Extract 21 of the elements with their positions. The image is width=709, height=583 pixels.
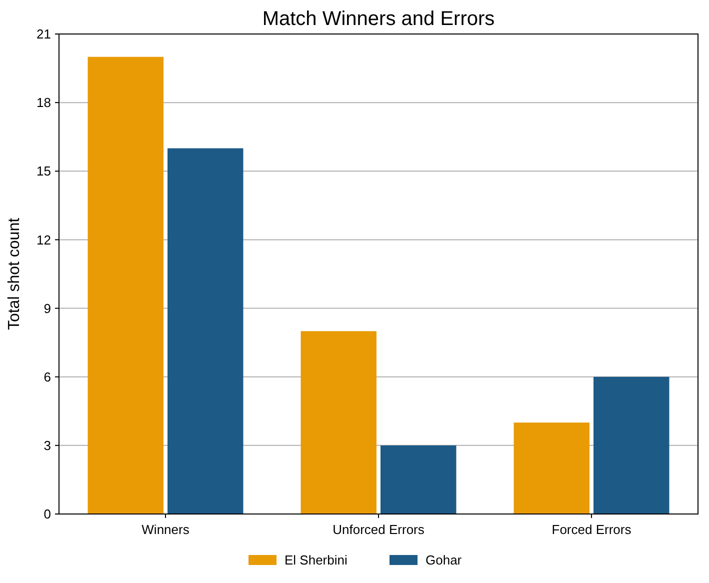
x-tick-label: Winners bbox=[142, 522, 190, 537]
bar bbox=[514, 422, 590, 514]
chart-title: Match Winners and Errors bbox=[262, 8, 495, 30]
bar bbox=[300, 331, 376, 514]
y-axis-title: Total shot count bbox=[6, 217, 23, 330]
x-tick-label: Forced Errors bbox=[552, 522, 632, 537]
y-tick-label: 9 bbox=[44, 300, 51, 316]
bar bbox=[594, 376, 670, 514]
y-tick-label: 21 bbox=[36, 26, 51, 42]
y-tick-label: 18 bbox=[36, 95, 51, 110]
y-tick-label: 6 bbox=[44, 369, 51, 384]
y-tick-label: 3 bbox=[44, 438, 51, 453]
bar bbox=[168, 148, 244, 514]
y-tick-label: 12 bbox=[36, 232, 51, 248]
y-tick-label: 15 bbox=[36, 164, 51, 179]
legend-label: El Sherbini bbox=[284, 552, 348, 568]
y-tick-label: 0 bbox=[44, 506, 51, 522]
x-tick-label: Unforced Errors bbox=[332, 522, 425, 537]
legend-label: Gohar bbox=[426, 552, 462, 568]
bar bbox=[88, 56, 164, 514]
bar bbox=[380, 445, 456, 514]
